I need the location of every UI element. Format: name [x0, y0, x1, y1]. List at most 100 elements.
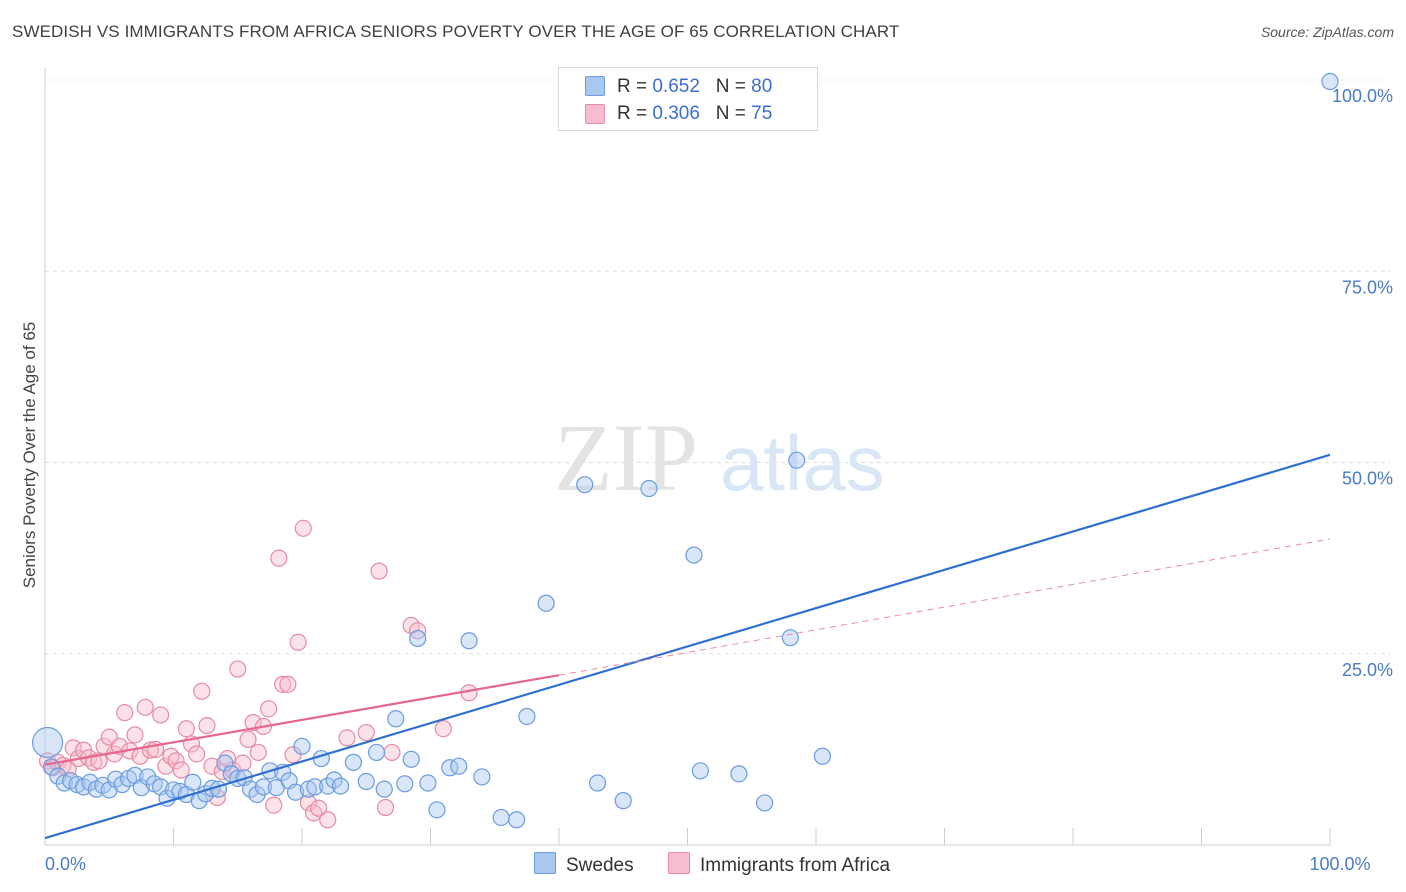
- swedes-point: [419, 774, 437, 792]
- swedes-point: [254, 778, 273, 796]
- legend-item-immigrants: Immigrants from Africa: [668, 852, 890, 877]
- immigrants-point: [244, 713, 262, 732]
- swedes-point: [788, 451, 806, 469]
- axes: [44, 68, 1331, 846]
- swedes-point: [730, 765, 748, 783]
- immigrants-point: [270, 549, 288, 567]
- x-tick-label: 0.0%: [45, 854, 86, 874]
- series-swedes-points: [31, 72, 1339, 829]
- immigrants-point: [370, 562, 388, 580]
- swedes-point: [518, 707, 536, 726]
- immigrants-trend-line: [44, 674, 560, 766]
- immigrants-point: [259, 700, 278, 718]
- legend-label: Swedes: [566, 855, 634, 876]
- immigrants-point: [126, 726, 144, 744]
- swedes-point: [813, 747, 832, 765]
- swedes-point: [100, 781, 118, 799]
- y-tick-label: 100.0%: [1332, 86, 1393, 106]
- swedes-point: [367, 743, 386, 762]
- immigrants-point: [274, 675, 292, 693]
- swedes-point: [450, 757, 468, 775]
- immigrants-point: [177, 720, 195, 738]
- chart-title: SWEDISH VS IMMIGRANTS FROM AFRICA SENIOR…: [12, 22, 900, 41]
- immigrants-point: [162, 747, 180, 765]
- swedes-point: [164, 781, 183, 799]
- legend-row-immigrants: R = 0.306 N = 75: [617, 103, 772, 125]
- swedes-point: [184, 773, 202, 791]
- swedes-point: [685, 546, 703, 564]
- swedes-point: [691, 762, 709, 780]
- y-tick-label: 25.0%: [1342, 660, 1393, 680]
- immigrants-point: [172, 761, 190, 779]
- x-tick-label: 100.0%: [1309, 854, 1370, 874]
- trend-lines: [44, 453, 1331, 840]
- swedes-point: [1321, 72, 1339, 91]
- immigrants-point: [434, 720, 452, 738]
- immigrants-point: [116, 704, 134, 722]
- legend-swatch-swedes: [585, 76, 605, 96]
- swedes-point: [49, 767, 67, 785]
- legend-n-value: 80: [751, 76, 773, 97]
- swedes-point: [428, 801, 446, 819]
- legend-n-value: 75: [751, 103, 773, 124]
- immigrants-point: [338, 729, 356, 747]
- swedes-point: [588, 774, 607, 792]
- immigrants-point: [167, 752, 185, 770]
- immigrants-point: [203, 757, 221, 775]
- swedes-point: [113, 775, 131, 794]
- immigrants-point: [294, 519, 312, 537]
- swedes-point: [139, 768, 157, 786]
- swedes-point: [31, 726, 64, 759]
- legend-r-label: R =: [617, 76, 653, 97]
- watermark-atlas: atlas: [720, 419, 885, 507]
- swedes-point: [293, 737, 311, 755]
- immigrants-point: [136, 698, 154, 716]
- swedes-point: [537, 594, 555, 612]
- swedes-point: [357, 772, 375, 791]
- immigrants-point: [188, 745, 206, 763]
- swedes-point: [286, 783, 305, 801]
- immigrants-point: [304, 804, 323, 822]
- immigrants-point: [193, 682, 211, 700]
- swedes-point: [375, 780, 393, 798]
- swedes-point: [614, 792, 632, 810]
- legend-r-value: 0.306: [652, 103, 700, 124]
- immigrants-point: [383, 743, 401, 762]
- immigrants-point: [376, 798, 395, 817]
- swedes-point: [344, 753, 362, 771]
- swedes-point: [473, 768, 491, 786]
- swedes-point: [216, 754, 234, 772]
- watermark-zip: ZIP: [554, 404, 698, 511]
- swedes-point: [507, 811, 526, 829]
- swedes-point: [576, 476, 594, 494]
- chart-source: Source: ZipAtlas.com: [1260, 24, 1394, 40]
- immigrants-point: [239, 730, 257, 749]
- immigrants-point: [229, 660, 247, 678]
- swedes-point: [331, 777, 350, 795]
- legend-row-swedes: R = 0.652 N = 80: [617, 76, 772, 98]
- correlation-legend: R = 0.652 N = 80 R = 0.306 N = 75: [558, 67, 818, 131]
- watermark: ZIP atlas: [554, 404, 885, 511]
- swedes-point: [319, 777, 337, 795]
- y-tick-label: 75.0%: [1342, 277, 1393, 297]
- swedes-point: [409, 629, 427, 648]
- legend-swatch-immigrants: [585, 104, 605, 124]
- y-tick-label: 50.0%: [1342, 469, 1393, 489]
- tick-labels: 0.0% 100.0% 25.0% 50.0% 75.0% 100.0%: [45, 86, 1393, 874]
- swedes-point: [781, 629, 799, 647]
- swedes-point: [460, 632, 478, 650]
- grid-lines: [45, 79, 1390, 655]
- swedes-point: [132, 779, 150, 797]
- immigrants-point: [319, 811, 337, 829]
- swedes-point: [325, 771, 343, 789]
- immigrants-trend-extension: [558, 538, 1331, 676]
- immigrants-point: [198, 717, 216, 735]
- legend-label: Immigrants from Africa: [700, 855, 891, 876]
- immigrants-point: [265, 796, 283, 814]
- legend-n-label: N =: [715, 76, 752, 97]
- legend-swatch: [668, 852, 690, 874]
- swedes-point: [396, 775, 414, 793]
- legend-swatch: [534, 852, 556, 874]
- legend-r-value: 0.652: [652, 76, 700, 97]
